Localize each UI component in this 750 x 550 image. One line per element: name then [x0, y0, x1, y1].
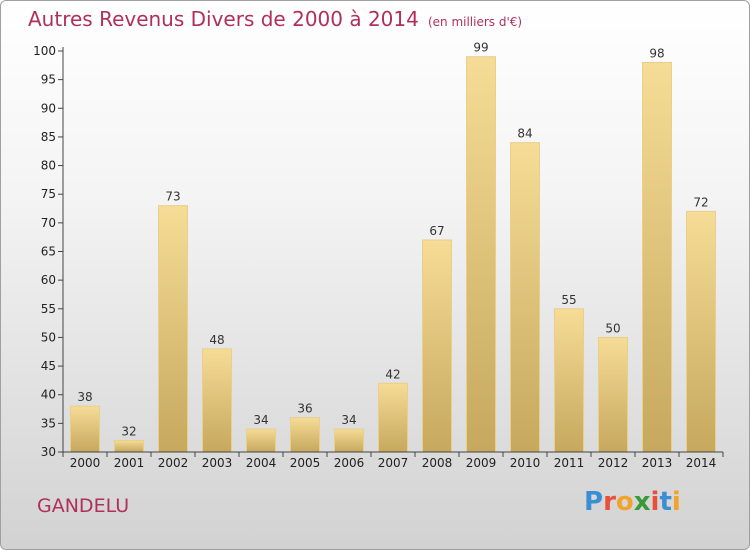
y-tick-label-30: 30: [41, 445, 56, 459]
bar-2002: [158, 205, 188, 453]
y-tick-label-65: 65: [41, 245, 56, 259]
value-label-2011: 55: [561, 293, 576, 307]
proxiti-logo[interactable]: Proxiti: [584, 487, 681, 517]
value-label-2008: 67: [429, 224, 444, 238]
y-tick-label-85: 85: [41, 130, 56, 144]
y-tick-label-75: 75: [41, 187, 56, 201]
x-tick-label-2009: 2009: [466, 456, 497, 470]
x-tick-label-2013: 2013: [642, 456, 673, 470]
logo-letter: i: [650, 487, 660, 517]
x-tick-label-2001: 2001: [114, 456, 145, 470]
bar-2008: [422, 239, 452, 453]
y-tick-label-95: 95: [41, 73, 56, 87]
bar-2005: [290, 417, 320, 453]
bars-layer: 38 32 73 48 34 36 34 42 67 99 84 55 50 98 72: [70, 41, 716, 453]
axis-layer: 30 35 40 45 50 55 60 65 70 75 80 85 90 95 100 2000 2001 2…: [33, 44, 724, 470]
value-label-2004: 34: [253, 413, 268, 427]
x-tick-label-2006: 2006: [334, 456, 365, 470]
x-tick-label-2005: 2005: [290, 456, 321, 470]
bar-2003: [202, 348, 232, 453]
bar-2013: [642, 61, 672, 453]
bar-2011: [554, 308, 584, 453]
logo-letter: P: [584, 487, 604, 517]
chart-title-main: Autres Revenus Divers de 2000 à 2014: [28, 7, 419, 31]
x-tick-label-2010: 2010: [510, 456, 541, 470]
value-label-2006: 34: [341, 413, 356, 427]
y-tick-label-70: 70: [41, 216, 56, 230]
logo-letter: i: [671, 487, 681, 517]
location-name: GANDELU: [37, 495, 130, 517]
value-label-2010: 84: [517, 127, 532, 141]
value-label-2013: 98: [649, 46, 664, 60]
chart-title-unit: (en milliers d'€): [427, 15, 523, 29]
bar-2009: [466, 56, 496, 453]
x-tick-label-2012: 2012: [598, 456, 629, 470]
bar-2010: [510, 142, 540, 453]
y-tick-label-60: 60: [41, 273, 56, 287]
x-tick-label-2007: 2007: [378, 456, 409, 470]
value-label-2001: 32: [121, 425, 136, 439]
logo-letter: o: [615, 487, 634, 517]
x-tick-label-2011: 2011: [554, 456, 585, 470]
bar-2012: [598, 336, 628, 453]
bar-2006: [334, 428, 364, 453]
value-label-2002: 73: [165, 190, 180, 204]
y-tick-label-55: 55: [41, 302, 56, 316]
chart-title: Autres Revenus Divers de 2000 à 2014 (en…: [28, 7, 522, 31]
bar-2007: [378, 382, 408, 453]
x-tick-label-2004: 2004: [246, 456, 277, 470]
bar-2000: [70, 405, 100, 453]
y-tick-label-45: 45: [41, 359, 56, 373]
value-label-2009: 99: [473, 41, 488, 55]
x-tick-label-2003: 2003: [202, 456, 233, 470]
value-label-2000: 38: [77, 390, 92, 404]
logo-letter: r: [603, 487, 616, 517]
bar-2014: [686, 210, 716, 453]
value-label-2012: 50: [605, 321, 620, 335]
x-tick-label-2000: 2000: [70, 456, 101, 470]
x-tick-label-2002: 2002: [158, 456, 189, 470]
y-tick-label-90: 90: [41, 101, 56, 115]
value-label-2003: 48: [209, 333, 224, 347]
y-tick-label-50: 50: [41, 330, 56, 344]
logo-letter: x: [633, 487, 651, 517]
y-tick-label-35: 35: [41, 416, 56, 430]
value-label-2005: 36: [297, 402, 312, 416]
logo-letter: t: [659, 487, 672, 517]
y-tick-label-80: 80: [41, 159, 56, 173]
bar-2004: [246, 428, 276, 453]
x-tick-label-2014: 2014: [686, 456, 717, 470]
value-label-2014: 72: [693, 195, 708, 209]
y-tick-label-40: 40: [41, 388, 56, 402]
y-tick-label-100: 100: [33, 44, 56, 58]
bar-2001: [114, 440, 144, 453]
value-label-2007: 42: [385, 367, 400, 381]
x-tick-label-2008: 2008: [422, 456, 453, 470]
